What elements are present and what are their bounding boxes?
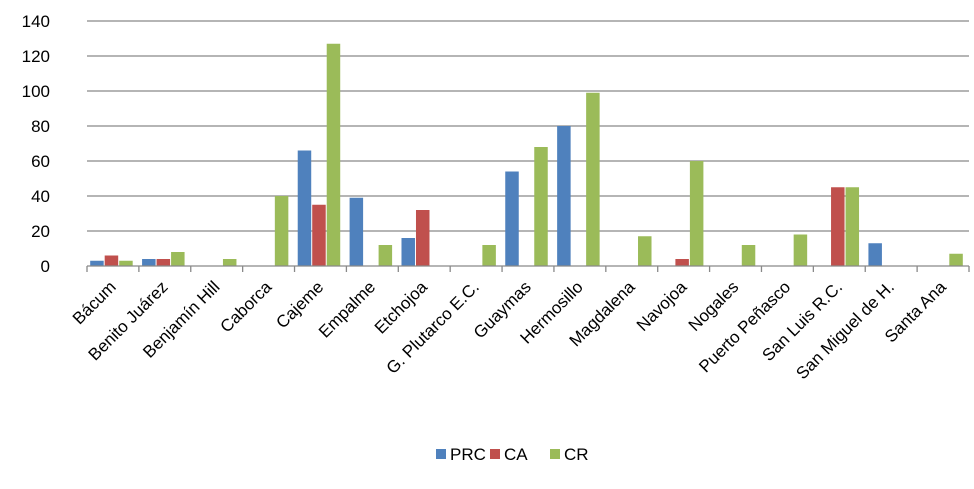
bar-cr-8 <box>534 147 548 266</box>
bar-prc-0 <box>90 260 104 266</box>
bar-ca-11 <box>675 259 689 266</box>
bar-prc-9 <box>557 126 571 266</box>
x-category-label: Bácum <box>69 277 120 328</box>
y-tick-label: 40 <box>31 187 50 206</box>
bar-cr-3 <box>274 196 289 266</box>
bar-ca-1 <box>156 259 171 266</box>
legend-label-cr: CR <box>564 445 589 464</box>
y-tick-label: 120 <box>22 47 50 66</box>
legend-swatch-cr <box>550 449 560 459</box>
y-tick-label: 100 <box>22 82 50 101</box>
bar-ca-4 <box>312 204 326 266</box>
bar-cr-4 <box>326 43 341 266</box>
bar-cr-2 <box>222 259 237 266</box>
bar-cr-16 <box>949 253 963 266</box>
bar-prc-5 <box>349 197 364 266</box>
bar-prc-15 <box>868 243 882 266</box>
bars <box>90 43 963 266</box>
bar-cr-1 <box>171 252 185 266</box>
x-category-label: Navojoa <box>633 277 691 335</box>
bar-prc-8 <box>505 171 519 266</box>
bar-ca-6 <box>415 210 430 266</box>
bar-cr-9 <box>586 92 600 266</box>
x-category-label: Caborca <box>217 277 276 336</box>
bar-ca-0 <box>104 255 119 266</box>
y-tick-label: 0 <box>41 257 50 276</box>
bar-cr-10 <box>638 236 652 266</box>
y-tick-label: 140 <box>22 12 50 31</box>
bar-prc-4 <box>297 150 312 266</box>
x-axis <box>86 265 970 272</box>
legend-label-ca: CA <box>504 445 528 464</box>
bar-cr-14 <box>845 187 860 266</box>
legend-label-prc: PRC <box>450 445 486 464</box>
gridlines <box>87 20 969 232</box>
legend-swatch-prc <box>436 449 446 459</box>
bar-cr-12 <box>741 245 756 266</box>
bar-cr-7 <box>482 245 496 266</box>
bar-prc-1 <box>142 259 156 266</box>
y-axis-tick-labels: 0 20 40 60 80 100 120 140 <box>22 12 50 276</box>
x-category-label: G. Plutarco E.C. <box>383 277 483 377</box>
bar-cr-11 <box>689 161 704 266</box>
y-tick-label: 80 <box>31 117 50 136</box>
legend: PRC CA CR <box>436 445 589 464</box>
bar-prc-6 <box>401 238 415 266</box>
bar-cr-0 <box>119 260 133 266</box>
bar-cr-13 <box>793 234 808 266</box>
x-category-label: San Miguel de H. <box>792 277 898 383</box>
y-tick-label: 60 <box>31 152 50 171</box>
bar-cr-5 <box>378 245 393 266</box>
bar-ca-14 <box>831 187 845 266</box>
legend-swatch-ca <box>490 449 500 459</box>
x-category-label: Puerto Peñasco <box>695 277 794 376</box>
x-category-label: Empalme <box>315 277 379 341</box>
y-tick-label: 20 <box>31 222 50 241</box>
